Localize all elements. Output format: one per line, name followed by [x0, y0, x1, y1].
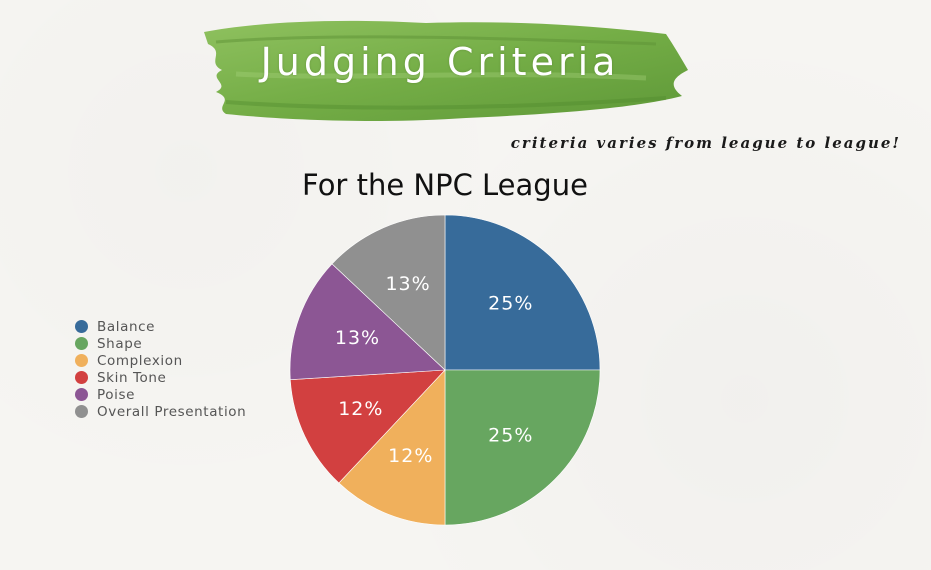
pie-slice-poise	[289, 263, 446, 381]
slice-data-label: 12%	[338, 398, 383, 420]
pie-slice-skin-tone	[289, 369, 446, 484]
legend-item: Balance	[75, 318, 246, 335]
legend-swatch	[75, 337, 88, 350]
slice-data-label: 13%	[385, 273, 430, 295]
legend-swatch	[75, 371, 88, 384]
legend-label: Overall Presentation	[97, 403, 247, 420]
legend-item: Overall Presentation	[75, 403, 246, 420]
legend-item: Shape	[75, 335, 246, 352]
slice-data-label: 25%	[488, 424, 533, 446]
legend-label: Poise	[97, 386, 136, 403]
pie-slice-overall-presentation	[331, 214, 446, 371]
pie-slice-complexion	[338, 369, 446, 526]
slice-data-label: 12%	[388, 445, 433, 467]
legend-swatch	[75, 320, 88, 333]
chart-title: For the NPC League	[302, 168, 588, 202]
slice-data-label: 13%	[335, 327, 380, 349]
chart-legend: Balance Shape Complexion Skin Tone Poise Over…	[75, 318, 246, 420]
legend-item: Complexion	[75, 352, 246, 369]
legend-label: Balance	[97, 318, 156, 335]
criteria-note: criteria varies from league to league!	[510, 134, 901, 152]
pie-slice-shape	[444, 369, 601, 526]
legend-label: Shape	[97, 335, 143, 352]
legend-swatch	[75, 354, 88, 367]
legend-swatch	[75, 405, 88, 418]
watercolor-brush-banner	[204, 20, 688, 121]
legend-swatch	[75, 388, 88, 401]
slice-data-label: 25%	[488, 293, 533, 315]
legend-label: Skin Tone	[97, 369, 167, 386]
pie-slice-balance	[444, 214, 601, 371]
page-title: Judging Criteria	[260, 40, 620, 84]
legend-item: Skin Tone	[75, 369, 246, 386]
legend-item: Poise	[75, 386, 246, 403]
legend-label: Complexion	[97, 352, 183, 369]
